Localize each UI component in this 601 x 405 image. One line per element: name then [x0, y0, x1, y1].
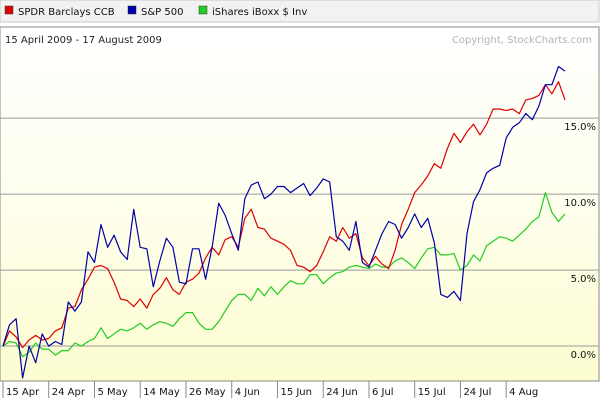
series-line-s-p-500 [2, 65, 566, 379]
x-axis-ticks: 15 Apr 24 Apr 5 May 14 May 26 May 4 Jun 15 Jun… [0, 380, 599, 398]
grid [0, 117, 599, 347]
x-tick-label-2009-07-24: 24 Jul [463, 387, 491, 398]
plot-background [0, 26, 600, 382]
x-tick-label-2009-05-14: 14 May [143, 387, 180, 398]
series [2, 65, 566, 379]
x-tick-label-2009-06-15: 15 Jun [280, 387, 312, 398]
date-range-label: 15 April 2009 - 17 August 2009 [5, 35, 162, 46]
legend: SPDR Barclays CCB S&P 500 iShares iBoxx $ … [4, 5, 307, 18]
legend-swatch-spdr-barclays-ccb [4, 5, 14, 15]
x-tick-label-2009-04-24: 24 Apr [52, 387, 86, 398]
watermark: Copyright, StockCharts.com [452, 35, 592, 46]
legend-label-s-p-500: S&P 500 [141, 7, 183, 18]
x-tick-label-2009-06-04: 4 Jun [235, 387, 260, 398]
legend-label-ishares-iboxx-inv: iShares iBoxx $ Inv [212, 7, 307, 18]
x-tick-label-2009-06-24: 24 Jun [326, 387, 358, 398]
series-line-ishares-iboxx-inv [2, 192, 566, 358]
x-tick-label-2009-08-04: 4 Aug [509, 387, 538, 398]
legend-swatch-ishares-iboxx-inv [198, 5, 208, 15]
x-tick-label-2009-04-15: 15 Apr [6, 387, 40, 398]
legend-swatch-s-p-500 [127, 5, 137, 15]
legend-label-spdr-barclays-ccb: SPDR Barclays CCB [18, 7, 115, 18]
x-tick-label-2009-05-05: 5 May [97, 387, 127, 398]
x-tick-label-2009-07-06: 6 Jul [372, 387, 394, 398]
legend-bar [0, 0, 600, 23]
y-axis-ticks: 0.0% 5.0% 10.0% 15.0% [564, 122, 596, 361]
y-tick-label-15: 15.0% [564, 122, 596, 133]
y-tick-label-10: 10.0% [564, 198, 596, 209]
y-tick-label-0: 0.0% [571, 350, 596, 361]
series-line-spdr-barclays-ccb [2, 81, 566, 349]
y-tick-label-5: 5.0% [571, 274, 596, 285]
x-tick-label-2009-07-15: 15 Jul [418, 387, 446, 398]
x-tick-label-2009-05-26: 26 May [189, 387, 226, 398]
